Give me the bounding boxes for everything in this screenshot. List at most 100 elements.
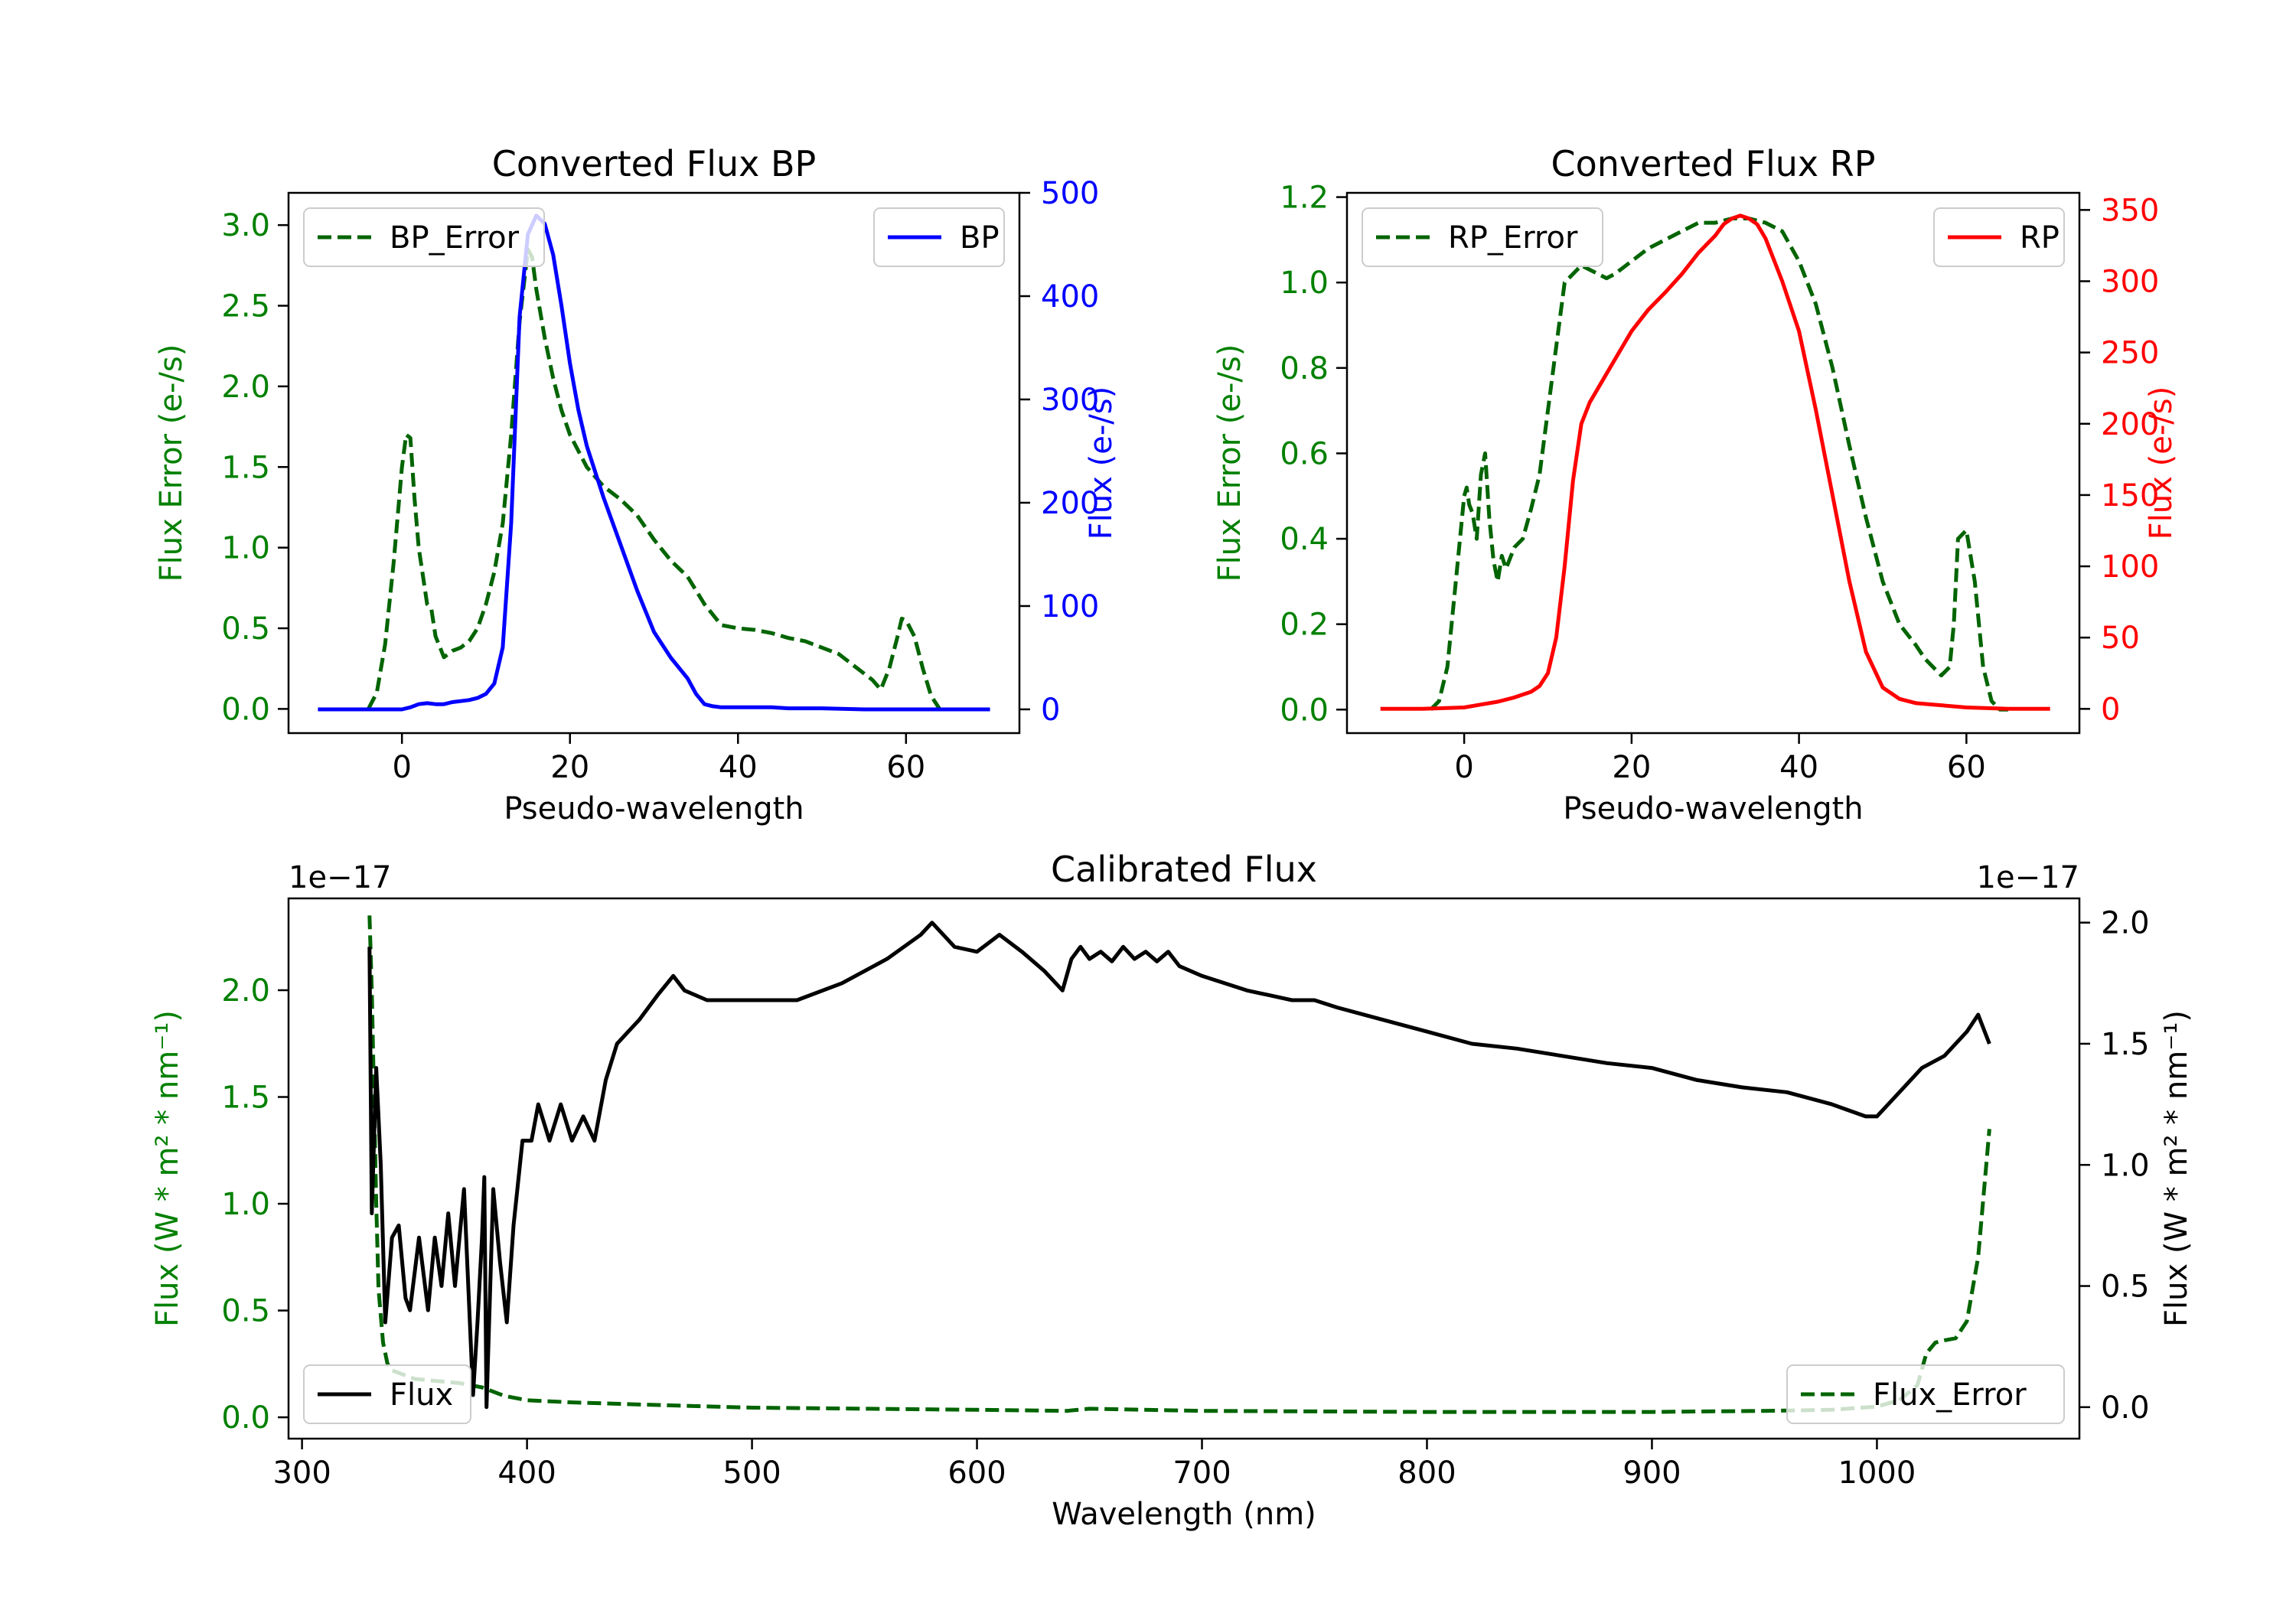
calibrated-x-tick-label: 900 — [1623, 1455, 1681, 1491]
rp-y-left-tick-label: 1.2 — [1280, 181, 1329, 216]
rp-y-left-tick-label: 0.8 — [1280, 351, 1329, 386]
bp-x-axis-label: Pseudo-wavelength — [504, 791, 804, 826]
bp-y-right-tick-label: 500 — [1041, 176, 1099, 211]
bp-y-left-tick-label: 0.5 — [221, 611, 270, 647]
calibrated-frame — [287, 897, 2081, 1440]
legend-label: RP_Error — [1448, 220, 1578, 256]
bp-y-left-tick-label: 2.0 — [221, 370, 270, 405]
calibrated-chart: 300 400 500 600 700 800 900 1000 0.0 0.5 1.0 1.5 2.0… — [150, 849, 2194, 1532]
bp-y-right-tick-label: 0 — [1041, 693, 1060, 728]
calibrated-x-tick-label: 1000 — [1838, 1455, 1916, 1491]
legend-label: Flux — [390, 1377, 453, 1413]
calibrated-title: Calibrated Flux — [1051, 849, 1317, 890]
legend-box — [303, 207, 545, 267]
bp-y-left-tick-label: 3.0 — [221, 208, 270, 243]
rp-y-left-axis-label: Flux Error (e-/s) — [1212, 344, 1247, 582]
rp-y-right-tick-label: 0 — [2101, 692, 2120, 727]
series-bp — [318, 214, 990, 712]
series-flux — [367, 921, 1991, 1410]
legend-box — [303, 1364, 471, 1424]
calibrated-y-left-tick-label: 1.5 — [221, 1081, 270, 1116]
bp-x-tick-label: 40 — [719, 750, 758, 785]
rp-series-group — [1380, 214, 2050, 712]
bp-y-left-tick-label: 1.5 — [221, 450, 270, 485]
bp-x-tick-label: 60 — [886, 750, 925, 785]
calibrated-x-tick-label: 400 — [497, 1455, 556, 1491]
calibrated-x-tick-label: 500 — [722, 1455, 781, 1491]
bp-series-group — [318, 214, 990, 712]
calibrated-y-right-tick-label: 2.0 — [2101, 906, 2150, 941]
legend-label: BP — [960, 220, 1000, 256]
bp-title: Converted Flux BP — [492, 143, 817, 184]
calibrated-x-tick-label: 700 — [1172, 1455, 1231, 1491]
calibrated-legend-left: Flux — [303, 1364, 471, 1424]
bp-y-right-axis-label: Flux (e-/s) — [1084, 386, 1119, 539]
bp-frame — [287, 191, 1021, 735]
bp-x-tick-label: 0 — [392, 750, 411, 785]
rp-y-left-tick-label: 1.0 — [1280, 266, 1329, 301]
rp-y-right-tick-label: 100 — [2101, 549, 2159, 585]
bp-legend-right: BP — [873, 207, 1005, 267]
rp-y-right-tick-label: 300 — [2101, 264, 2159, 299]
calibrated-scale-right: 1e−17 — [1977, 860, 2079, 895]
bp-y-right-tick-label: 200 — [1041, 486, 1099, 521]
calibrated-y-left-tick-label: 1.0 — [221, 1187, 270, 1222]
bp-y-left-tick-label: 1.0 — [221, 531, 270, 566]
rp-y-right-tick-label: 350 — [2101, 193, 2159, 228]
calibrated-x-tick-label: 300 — [272, 1455, 331, 1491]
rp-y-right-tick-label: 50 — [2101, 621, 2140, 656]
series-bp-error — [367, 247, 941, 710]
rp-y-right-tick-label: 150 — [2101, 478, 2159, 513]
rp-y-left-tick-label: 0.2 — [1280, 608, 1329, 643]
rp-chart: 0 20 40 60 0.0 0.2 0.4 0.6 0.8 1.0 1.2 0 50 100 150 200… — [1212, 143, 2179, 826]
calibrated-y-right-tick-label: 0.0 — [2101, 1390, 2150, 1426]
rp-y-right-tick-label: 200 — [2101, 407, 2159, 442]
series-rp — [1380, 214, 2050, 711]
rp-x-tick-label: 0 — [1454, 750, 1473, 785]
rp-y-left-tick-label: 0.4 — [1280, 522, 1329, 557]
rp-y-left-tick-label: 0.6 — [1280, 436, 1329, 471]
legend-box — [1786, 1364, 2065, 1424]
bp-x-tick-label: 20 — [550, 750, 589, 785]
rp-x-tick-label: 20 — [1612, 750, 1651, 785]
bp-y-left-tick-label: 0.0 — [221, 692, 270, 727]
legend-label: BP_Error — [390, 220, 520, 256]
legend-label: Flux_Error — [1873, 1377, 2027, 1413]
rp-x-axis-label: Pseudo-wavelength — [1563, 791, 1863, 826]
rp-frame — [1345, 191, 2081, 735]
calibrated-y-right-axis-label: Flux (W * m² * nm⁻¹) — [2159, 1010, 2194, 1327]
legend-box — [1362, 207, 1603, 267]
calibrated-y-right-tick-label: 0.5 — [2101, 1270, 2150, 1305]
rp-y-right-axis-label: Flux (e-/s) — [2144, 386, 2179, 539]
rp-y-left-tick-label: 0.0 — [1280, 693, 1329, 728]
rp-y-right-tick-label: 250 — [2101, 336, 2159, 371]
rp-x-tick-label: 60 — [1947, 750, 1986, 785]
calibrated-y-left-tick-label: 2.0 — [221, 973, 270, 1009]
calibrated-legend-right: Flux_Error — [1786, 1364, 2065, 1424]
bp-y-right-tick-label: 300 — [1041, 383, 1099, 418]
bp-y-right-tick-label: 400 — [1041, 279, 1099, 315]
bp-y-left-axis-label: Flux Error (e-/s) — [154, 344, 189, 582]
calibrated-x-tick-label: 800 — [1397, 1455, 1456, 1491]
rp-title: Converted Flux RP — [1551, 143, 1876, 184]
calibrated-y-left-axis-label: Flux (W * m² * nm⁻¹) — [150, 1010, 185, 1327]
chart-layer: 0 20 40 600.00.51.01.52.02.53.0010020030040… — [150, 143, 2194, 1532]
legend-label: RP — [2020, 220, 2060, 256]
bp-chart: 0 20 40 60 0.0 0.5 1.0 1.5 2.0 2.5 3.0 0 100 200 300 40… — [154, 143, 1119, 826]
calibrated-y-left-tick-label: 0.0 — [221, 1400, 270, 1436]
bp-y-left-tick-label: 2.5 — [221, 289, 270, 324]
calibrated-y-right-tick-label: 1.0 — [2101, 1148, 2150, 1183]
rp-legend-right: RP — [1933, 207, 2065, 267]
calibrated-y-right-tick-label: 1.5 — [2101, 1027, 2150, 1062]
calibrated-y-left-tick-label: 0.5 — [221, 1294, 270, 1329]
rp-x-tick-label: 40 — [1779, 750, 1818, 785]
series-flux-error — [367, 915, 1991, 1414]
calibrated-x-tick-label: 600 — [947, 1455, 1006, 1491]
calibrated-series-group — [367, 915, 1991, 1414]
calibrated-x-axis-label: Wavelength (nm) — [1052, 1497, 1316, 1532]
bp-legend-left: BP_Error — [303, 207, 545, 267]
bp-y-right-tick-label: 100 — [1041, 589, 1099, 624]
rp-legend-left: RP_Error — [1362, 207, 1603, 267]
series-rp-error — [1429, 217, 2008, 712]
